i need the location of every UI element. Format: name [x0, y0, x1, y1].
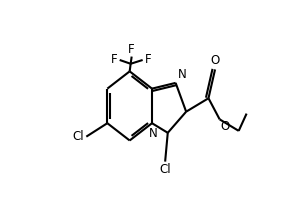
- Text: O: O: [221, 120, 230, 133]
- Text: O: O: [210, 54, 220, 67]
- Text: Cl: Cl: [159, 163, 171, 176]
- Text: F: F: [145, 53, 151, 67]
- Text: F: F: [128, 43, 135, 56]
- Text: Cl: Cl: [72, 130, 84, 143]
- Text: N: N: [178, 68, 186, 81]
- Text: F: F: [111, 53, 118, 67]
- Text: N: N: [149, 127, 157, 140]
